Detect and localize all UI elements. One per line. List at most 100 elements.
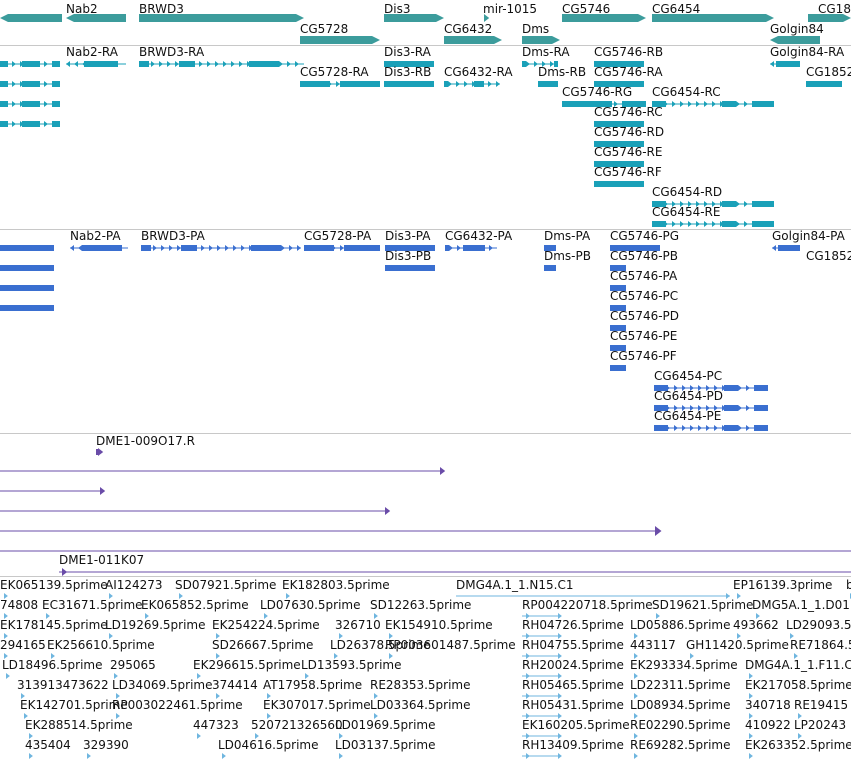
clone-dme1-009o17r-end[interactable] <box>96 449 99 455</box>
est-label-410922[interactable]: 410922 <box>745 718 791 732</box>
est-label-294165[interactable]: 294165 <box>0 638 46 652</box>
protein-label-dis3-pb[interactable]: Dis3-PB <box>385 249 432 263</box>
est-label-ek065852-5prime[interactable]: EK065852.5prime <box>141 598 249 612</box>
est-label-rp003022461-5prime[interactable]: RP003022461.5prime <box>112 698 243 712</box>
transcript-label-cg5728-ra[interactable]: CG5728-RA <box>300 65 369 79</box>
gene-label-cg5728[interactable]: CG5728 <box>300 22 349 36</box>
est-label-ld13593-5prime[interactable]: LD13593.5prime <box>301 658 402 672</box>
protein-cg5746-15-exon[interactable] <box>610 345 626 351</box>
est-label-ek178145-5prime[interactable]: EK178145.5prime <box>0 618 108 632</box>
est-label-74808[interactable]: 74808 <box>0 598 39 612</box>
gene-label-dms[interactable]: Dms <box>522 22 550 36</box>
transcript-label-cg5746-rb[interactable]: CG5746-RB <box>594 45 664 59</box>
transcript-dms-rb-exon[interactable] <box>538 81 558 87</box>
est-label-ek065139-5prime[interactable]: EK065139.5prime <box>0 578 108 592</box>
transcript-label-cg5746-rg[interactable]: CG5746-RG <box>562 85 633 99</box>
protein-label-cg5746-p15[interactable]: CG5746-PE <box>610 329 678 343</box>
est-label-443117[interactable]: 443117 <box>630 638 676 652</box>
est-label-rp004220718-5prime[interactable]: RP004220718.5prime <box>522 598 653 612</box>
est-label-295065[interactable]: 295065 <box>110 658 156 672</box>
est-label-ek254224-5prime[interactable]: EK254224.5prime <box>212 618 320 632</box>
est-label-ld22311-5prime[interactable]: LD22311.5prime <box>630 678 731 692</box>
protein-label-cg6454-pc[interactable]: CG6454-PC <box>654 369 723 383</box>
est-label-rh13409-5prime[interactable]: RH13409.5prime <box>522 738 624 752</box>
est-label-dmg5a-1-1-d01[interactable]: DMG5A.1_1.D01 <box>752 598 850 612</box>
est-label-re28353-5prime[interactable]: RE28353.5prime <box>370 678 471 692</box>
protein-cg5746-16-exon[interactable] <box>610 365 626 371</box>
est-label-lp20243[interactable]: LP20243 <box>794 718 847 732</box>
protein-label-cg5746-pb[interactable]: CG5746-PB <box>610 249 679 263</box>
est-label-ld03137-5prime[interactable]: LD03137.5prime <box>335 738 436 752</box>
transcript-left-3-exon[interactable] <box>52 121 60 127</box>
gene-label-cg6454[interactable]: CG6454 <box>652 2 701 16</box>
est-label-ek307017-5prime[interactable]: EK307017.5prime <box>263 698 371 712</box>
est-label-re71864-5[interactable]: RE71864.5 <box>790 638 851 652</box>
gene-dms[interactable] <box>522 36 560 44</box>
transcript-label-nab2-ra[interactable]: Nab2-RA <box>66 45 118 59</box>
est-label-ld03364-5prime[interactable]: LD03364.5prime <box>370 698 471 712</box>
est-label-ld08934-5prime[interactable]: LD08934.5prime <box>630 698 731 712</box>
est-label-ek256610-5prime[interactable]: EK256610.5prime <box>47 638 155 652</box>
transcript-cg5746-rb-exon[interactable] <box>594 61 644 67</box>
est-label-340718[interactable]: 340718 <box>745 698 791 712</box>
est-label-493662[interactable]: 493662 <box>733 618 779 632</box>
gene-label-brwd3[interactable]: BRWD3 <box>139 2 184 16</box>
est-label-ld29093-5[interactable]: LD29093.5 <box>786 618 851 632</box>
est-label-sd26667-5prime[interactable]: SD26667.5prime <box>212 638 314 652</box>
transcript-label-golgin84-ra[interactable]: Golgin84-RA <box>770 45 845 59</box>
clone-label-dme1-011k07[interactable]: DME1-011K07 <box>59 553 145 567</box>
transcript-label-cg5746-r15[interactable]: CG5746-RD <box>594 125 665 139</box>
protein-left-0-exon[interactable] <box>0 245 54 251</box>
est-label-447323[interactable]: 447323 <box>193 718 239 732</box>
est-label-ek296615-5prime[interactable]: EK296615.5prime <box>193 658 301 672</box>
protein-cg5746-13-exon[interactable] <box>610 305 626 311</box>
protein-left-2-exon[interactable] <box>0 285 54 291</box>
gene-brwd3[interactable] <box>139 14 304 22</box>
est-label-ek293334-5prime[interactable]: EK293334.5prime <box>630 658 738 672</box>
transcript-label-cg5746-ra[interactable]: CG5746-RA <box>594 65 663 79</box>
transcript-left-1-exon[interactable] <box>52 81 60 87</box>
est-label-374414[interactable]: 374414 <box>212 678 258 692</box>
est-label-ld01969-5prime[interactable]: LD01969.5prime <box>335 718 436 732</box>
protein-label-cg1852[interactable]: CG1852 <box>806 249 851 263</box>
transcript-label-cg5746-r17[interactable]: CG5746-RF <box>594 165 662 179</box>
est-label-ek154910-5prime[interactable]: EK154910.5prime <box>385 618 493 632</box>
est-label-435404[interactable]: 435404 <box>25 738 71 752</box>
gene-label-golgin84[interactable]: Golgin84 <box>770 22 824 36</box>
transcript-cg6432-ra-exon[interactable] <box>474 81 484 87</box>
protein-cg6454-pe-exon[interactable] <box>754 425 768 431</box>
est-label-ek142701-5prime[interactable]: EK142701.5prime <box>20 698 128 712</box>
est-label-ep16139-3prime[interactable]: EP16139.3prime <box>733 578 833 592</box>
protein-cg5728-pa-exon[interactable] <box>344 245 380 251</box>
protein-label-dms-pb[interactable]: Dms-PB <box>544 249 591 263</box>
transcript-label-cg6454-rc[interactable]: CG6454-RC <box>652 85 721 99</box>
gene-label-cg1852[interactable]: CG1852 <box>818 2 851 16</box>
transcript-label-dms-ra[interactable]: Dms-RA <box>522 45 570 59</box>
est-label-ek182803-5prime[interactable]: EK182803.5prime <box>282 578 390 592</box>
transcript-label-cg6454-re[interactable]: CG6454-RE <box>652 205 721 219</box>
est-label-gh11420-5prime[interactable]: GH11420.5prime <box>686 638 789 652</box>
transcript-cg5746-ra-exon[interactable] <box>594 81 644 87</box>
protein-cg5746-14-exon[interactable] <box>610 325 626 331</box>
protein-label-cg5746-pg[interactable]: CG5746-PG <box>610 229 680 243</box>
est-label-ai124273[interactable]: AI124273 <box>105 578 163 592</box>
protein-cg6454-pd-exon[interactable] <box>754 405 768 411</box>
transcript-dms-ra-exon[interactable] <box>522 61 526 67</box>
protein-label-brwd3-pa[interactable]: BRWD3-PA <box>141 229 205 243</box>
protein-label-cg6454-pe[interactable]: CG6454-PE <box>654 409 722 423</box>
transcript-label-dms-rb[interactable]: Dms-RB <box>538 65 587 79</box>
est-label-rh05431-5prime[interactable]: RH05431.5prime <box>522 698 624 712</box>
protein-label-cg5746-p16[interactable]: CG5746-PF <box>610 349 677 363</box>
est-label-ld26378-5prime[interactable]: LD26378.5prime <box>330 638 431 652</box>
gene-cg6454[interactable] <box>652 14 774 22</box>
transcript-label-dis3-rb[interactable]: Dis3-RB <box>384 65 432 79</box>
est-label-ek263352-5prime[interactable]: EK263352.5prime <box>745 738 851 752</box>
transcript-cg1852-exon[interactable] <box>806 81 842 87</box>
gene-dis3[interactable] <box>384 14 444 22</box>
est-label-ek288514-5prime[interactable]: EK288514.5prime <box>25 718 133 732</box>
protein-label-cg6454-pd[interactable]: CG6454-PD <box>654 389 724 403</box>
protein-nab2-pa-exon[interactable] <box>82 245 122 251</box>
est-label-rh20024-5prime[interactable]: RH20024.5prime <box>522 658 624 672</box>
est-label-ec31671-5prime[interactable]: EC31671.5prime <box>42 598 143 612</box>
transcript-left-0-exon[interactable] <box>52 61 60 67</box>
